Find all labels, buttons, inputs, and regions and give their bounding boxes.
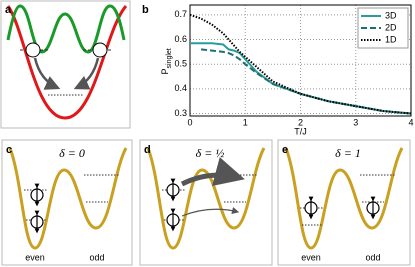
y-axis-label-main: P [160, 68, 170, 74]
panel-a: a [0, 0, 131, 129]
series-line [200, 48, 412, 115]
x-tick-label: 3 [353, 117, 358, 127]
panel-d: d δ = ½ [139, 139, 273, 266]
well-label: odd [89, 252, 104, 262]
y-tick-label: 0.4 [174, 83, 187, 93]
well-label: odd [365, 252, 380, 262]
well-label: even [301, 252, 321, 262]
x-tick-label: 1 [243, 117, 248, 127]
y-tick-label: 0.3 [174, 108, 187, 118]
chart: 0.3 0.4 0.5 0.6 0.7 0 1 2 3 4 T/J Psinglet 3D 2D 1D [160, 4, 414, 136]
well-label: even [25, 252, 45, 262]
panel-label: c [6, 144, 12, 156]
x-tick-label: 4 [408, 117, 413, 127]
plot-frame [189, 4, 412, 117]
panel-label: a [5, 4, 12, 16]
panel-label: b [142, 4, 149, 16]
panel-label: e [282, 144, 288, 156]
panel-e: e δ = 1 even odd [277, 139, 411, 266]
y-tick-label: 0.6 [174, 34, 187, 44]
x-tick-label: 0 [187, 117, 192, 127]
panel-title: δ = ½ [196, 146, 225, 160]
panel-label: d [144, 144, 151, 156]
panel-title: δ = 0 [59, 146, 85, 160]
panel-title: δ = 1 [335, 146, 361, 160]
y-axis-label-sub: singlet [166, 48, 173, 68]
legend-label: 1D [385, 34, 397, 44]
x-tick-label: 2 [298, 117, 303, 127]
y-tick-label: 0.7 [174, 9, 187, 19]
legend-label: 3D [385, 10, 397, 20]
panel-c: c δ = 0 even odd [1, 139, 133, 266]
x-axis-label: T/J [294, 126, 307, 136]
y-tick-label: 0.5 [174, 59, 187, 69]
legend-label: 2D [385, 22, 397, 32]
y-axis-label: Psinglet [160, 48, 172, 74]
